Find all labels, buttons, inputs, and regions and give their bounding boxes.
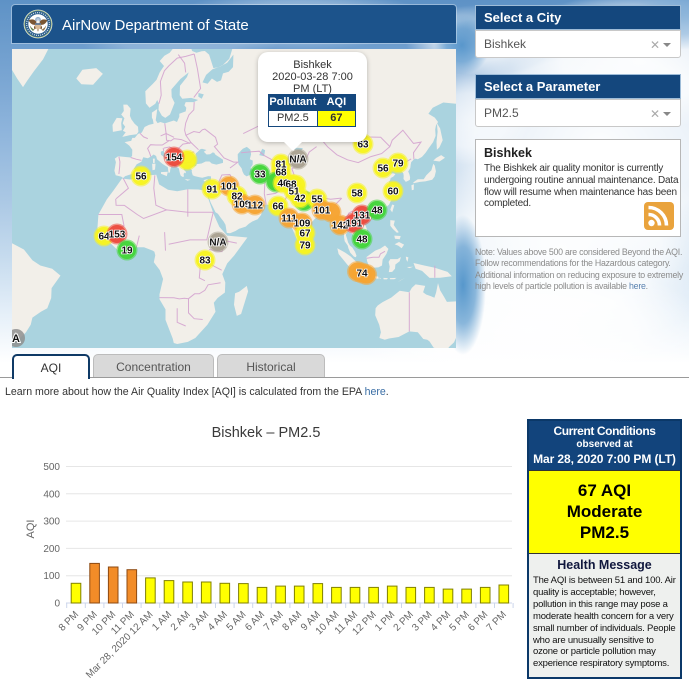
- svg-text:AQI: AQI: [25, 520, 37, 539]
- svg-text:5 PM: 5 PM: [447, 609, 471, 633]
- svg-text:79: 79: [299, 241, 311, 252]
- svg-text:500: 500: [43, 462, 60, 473]
- svg-text:83: 83: [199, 256, 211, 267]
- svg-text:109: 109: [234, 200, 251, 211]
- svg-text:A: A: [12, 333, 20, 345]
- svg-text:1 AM: 1 AM: [150, 609, 174, 633]
- svg-text:4 AM: 4 AM: [206, 609, 230, 633]
- svg-text:91: 91: [206, 185, 218, 196]
- svg-text:8 PM: 8 PM: [57, 609, 81, 633]
- svg-text:101: 101: [314, 206, 331, 217]
- svg-text:51: 51: [288, 187, 300, 198]
- svg-text:300: 300: [43, 517, 60, 528]
- svg-text:19: 19: [121, 246, 133, 257]
- svg-text:64: 64: [98, 232, 110, 243]
- svg-text:81: 81: [275, 160, 287, 171]
- svg-text:7 PM: 7 PM: [485, 609, 509, 633]
- svg-text:56: 56: [377, 164, 389, 175]
- svg-text:68: 68: [285, 180, 297, 191]
- svg-text:48: 48: [371, 206, 383, 217]
- svg-text:63: 63: [357, 140, 369, 151]
- svg-text:74: 74: [356, 269, 368, 280]
- svg-text:200: 200: [43, 544, 60, 555]
- svg-text:55: 55: [311, 195, 323, 206]
- svg-text:111: 111: [281, 214, 297, 225]
- svg-text:33: 33: [254, 170, 266, 181]
- svg-text:100: 100: [43, 571, 60, 582]
- svg-text:66: 66: [272, 202, 284, 213]
- svg-text:1 PM: 1 PM: [373, 609, 397, 633]
- svg-text:2 PM: 2 PM: [392, 609, 416, 633]
- svg-text:400: 400: [43, 489, 60, 500]
- svg-text:3 PM: 3 PM: [410, 609, 434, 633]
- svg-text:101: 101: [221, 182, 238, 193]
- svg-text:131: 131: [354, 211, 371, 222]
- svg-text:153: 153: [109, 230, 126, 241]
- svg-text:67: 67: [299, 229, 311, 240]
- svg-text:60: 60: [387, 187, 399, 198]
- svg-text:82: 82: [231, 192, 243, 203]
- svg-text:6 AM: 6 AM: [243, 609, 267, 633]
- svg-text:68: 68: [275, 168, 287, 179]
- svg-text:5 AM: 5 AM: [225, 609, 249, 633]
- svg-text:3 AM: 3 AM: [187, 609, 211, 633]
- svg-text:2 AM: 2 AM: [169, 609, 193, 633]
- svg-text:154: 154: [166, 153, 183, 164]
- svg-text:109: 109: [294, 219, 311, 230]
- svg-text:79: 79: [392, 159, 404, 170]
- svg-text:56: 56: [135, 172, 147, 183]
- svg-text:0: 0: [54, 599, 60, 610]
- svg-text:4 PM: 4 PM: [429, 609, 453, 633]
- svg-text:112: 112: [247, 201, 264, 212]
- svg-text:58: 58: [351, 189, 363, 200]
- svg-text:Bishkek – PM2.5: Bishkek – PM2.5: [212, 425, 321, 441]
- svg-text:7 AM: 7 AM: [262, 609, 286, 633]
- svg-text:42: 42: [294, 194, 306, 205]
- svg-text:8 AM: 8 AM: [280, 609, 304, 633]
- svg-text:46: 46: [277, 179, 289, 190]
- svg-text:191: 191: [346, 219, 363, 230]
- svg-text:48: 48: [356, 235, 368, 246]
- svg-text:6 PM: 6 PM: [466, 609, 490, 633]
- svg-text:N/A: N/A: [289, 155, 306, 166]
- svg-text:142: 142: [332, 221, 349, 232]
- svg-text:N/A: N/A: [209, 238, 226, 249]
